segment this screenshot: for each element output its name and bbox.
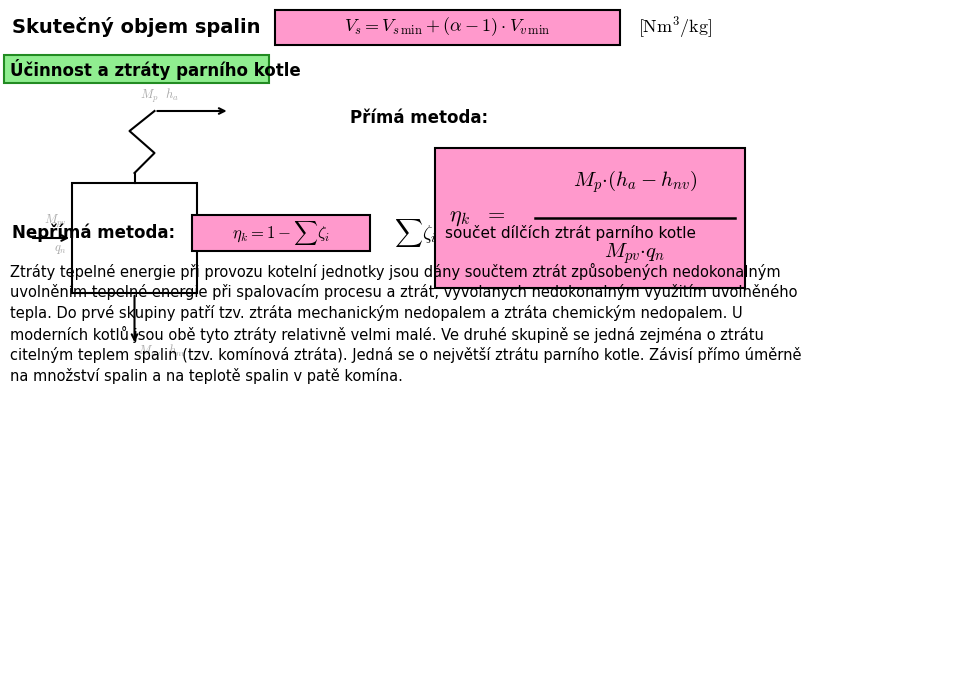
Bar xyxy=(192,215,370,251)
Text: $\eta_k$  $=$: $\eta_k$ $=$ xyxy=(449,208,505,228)
Text: $M_p$  $h_a$: $M_p$ $h_a$ xyxy=(139,87,178,105)
Text: tepla. Do prvé skupiny patří tzv. ztráta mechanickým nedopalem a ztráta chemický: tepla. Do prvé skupiny patří tzv. ztráta… xyxy=(10,305,742,321)
Text: Účinnost a ztráty parního kotle: Účinnost a ztráty parního kotle xyxy=(10,59,301,79)
Text: $\sum\zeta_i$: $\sum\zeta_i$ xyxy=(394,217,436,249)
Text: Ztráty tepelné energie při provozu kotelní jednotky jsou dány součtem ztrát způs: Ztráty tepelné energie při provozu kotel… xyxy=(10,263,781,280)
Text: Přímá metoda:: Přímá metoda: xyxy=(350,109,488,127)
Text: $[\mathrm{Nm^3/kg}]$: $[\mathrm{Nm^3/kg}]$ xyxy=(638,14,713,40)
Bar xyxy=(275,10,620,45)
Text: $V_s = V_{s\,\mathrm{min}} + (\alpha-1)\cdot V_{v\,\mathrm{min}}$: $V_s = V_{s\,\mathrm{min}} + (\alpha-1)\… xyxy=(344,16,550,38)
Text: uvolněním tepelné energie při spalovacím procesu a ztrát, vyvolanych nedokonalný: uvolněním tepelné energie při spalovacím… xyxy=(10,284,798,300)
Text: $M_{pv}$: $M_{pv}$ xyxy=(44,213,67,230)
Text: Skutečný objem spalin: Skutečný objem spalin xyxy=(12,17,261,37)
Text: citelným teplem spalin (tzv. komínová ztráta). Jedná se o největší ztrátu parníh: citelným teplem spalin (tzv. komínová zt… xyxy=(10,347,802,363)
Bar xyxy=(4,55,269,83)
Text: $M_{nv}$  $h_{nv}$: $M_{nv}$ $h_{nv}$ xyxy=(138,343,187,359)
Bar xyxy=(435,148,745,288)
Text: $q_n$: $q_n$ xyxy=(55,243,67,256)
Text: moderních kotlů jsou obě tyto ztráty relativně velmi malé. Ve druhé skupině se j: moderních kotlů jsou obě tyto ztráty rel… xyxy=(10,326,764,343)
Text: $M_{pv}{\cdot}q_n$: $M_{pv}{\cdot}q_n$ xyxy=(604,242,666,266)
Text: $M_p{\cdot}(h_a - h_{nv})$: $M_p{\cdot}(h_a - h_{nv})$ xyxy=(573,169,697,195)
Text: součet dílčích ztrát parního kotle: součet dílčích ztrát parního kotle xyxy=(445,225,696,241)
Text: $\eta_k = 1 - \sum\zeta_i$: $\eta_k = 1 - \sum\zeta_i$ xyxy=(232,219,330,247)
Bar xyxy=(72,183,197,293)
Text: Nepřímá metoda:: Nepřímá metoda: xyxy=(12,224,175,242)
Text: na množství spalin a na teplotě spalin v patě komína.: na množství spalin a na teplotě spalin v… xyxy=(10,368,403,384)
